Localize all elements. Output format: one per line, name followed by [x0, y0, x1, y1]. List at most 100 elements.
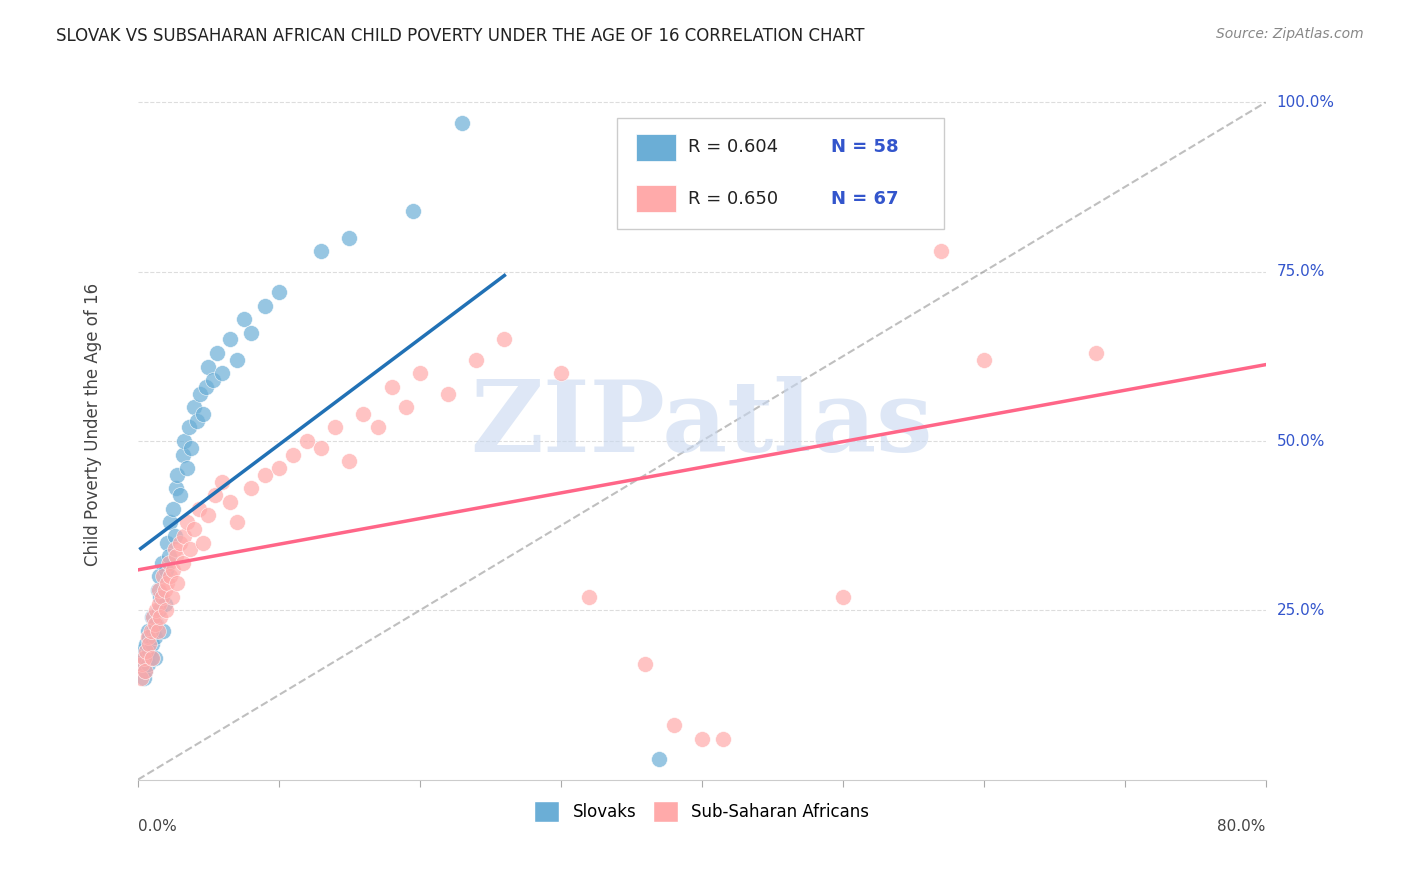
Point — [177, 420, 200, 434]
Point — [163, 529, 186, 543]
Point — [146, 624, 169, 638]
Point — [176, 516, 198, 530]
Point — [132, 650, 155, 665]
Point — [931, 244, 953, 259]
Point — [148, 582, 170, 597]
Text: 100.0%: 100.0% — [1277, 95, 1334, 110]
Point — [183, 522, 205, 536]
Point — [648, 752, 671, 766]
Text: SLOVAK VS SUBSAHARAN AFRICAN CHILD POVERTY UNDER THE AGE OF 16 CORRELATION CHART: SLOVAK VS SUBSAHARAN AFRICAN CHILD POVER… — [56, 27, 865, 45]
Point — [239, 482, 262, 496]
Point — [172, 556, 194, 570]
Point — [180, 441, 202, 455]
Point — [225, 516, 247, 530]
Text: Child Poverty Under the Age of 16: Child Poverty Under the Age of 16 — [84, 283, 101, 566]
Text: Source: ZipAtlas.com: Source: ZipAtlas.com — [1216, 27, 1364, 41]
Point — [550, 366, 572, 380]
Point — [173, 529, 195, 543]
Point — [381, 380, 404, 394]
Point — [132, 671, 155, 685]
Point — [129, 671, 152, 685]
Point — [197, 359, 219, 374]
Point — [156, 535, 179, 549]
Point — [172, 448, 194, 462]
Point — [179, 542, 201, 557]
Text: 80.0%: 80.0% — [1218, 819, 1265, 834]
Point — [143, 616, 166, 631]
Point — [218, 333, 240, 347]
Text: 25.0%: 25.0% — [1277, 603, 1324, 618]
Point — [152, 624, 174, 638]
Point — [134, 665, 156, 679]
Point — [146, 582, 169, 597]
Point — [131, 644, 153, 658]
Point — [194, 380, 217, 394]
Point — [142, 610, 165, 624]
Point — [160, 590, 183, 604]
Point — [136, 624, 159, 638]
Point — [156, 576, 179, 591]
Point — [148, 597, 170, 611]
Point — [129, 657, 152, 672]
Point — [309, 244, 332, 259]
Point — [165, 549, 187, 563]
Point — [136, 657, 159, 672]
Point — [634, 657, 657, 672]
Point — [437, 386, 460, 401]
Point — [201, 373, 224, 387]
Point — [145, 616, 167, 631]
FancyBboxPatch shape — [637, 134, 676, 161]
Point — [267, 285, 290, 299]
Point — [225, 352, 247, 367]
Point — [690, 731, 713, 746]
Point — [166, 467, 188, 482]
Point — [150, 590, 173, 604]
Point — [309, 441, 332, 455]
Point — [205, 346, 228, 360]
Point — [139, 650, 162, 665]
Point — [136, 631, 159, 645]
Point — [253, 467, 276, 482]
Point — [191, 407, 214, 421]
Point — [166, 576, 188, 591]
Point — [138, 637, 160, 651]
Point — [131, 657, 153, 672]
Point — [150, 556, 173, 570]
Point — [323, 420, 346, 434]
Point — [155, 603, 177, 617]
Point — [155, 563, 177, 577]
Point — [183, 400, 205, 414]
Point — [831, 590, 853, 604]
Point — [157, 556, 180, 570]
Point — [232, 312, 254, 326]
Point — [211, 475, 233, 489]
Point — [152, 569, 174, 583]
Point — [281, 448, 304, 462]
Point — [142, 624, 165, 638]
Point — [187, 501, 209, 516]
Point — [239, 326, 262, 340]
Point — [662, 718, 685, 732]
Point — [139, 624, 162, 638]
Point — [451, 116, 474, 130]
Text: 75.0%: 75.0% — [1277, 264, 1324, 279]
Point — [138, 644, 160, 658]
Point — [218, 495, 240, 509]
Point — [157, 549, 180, 563]
Point — [148, 569, 170, 583]
Text: N = 58: N = 58 — [831, 138, 898, 156]
Point — [191, 535, 214, 549]
Point — [465, 352, 488, 367]
Point — [211, 366, 233, 380]
Point — [402, 203, 425, 218]
Point — [176, 461, 198, 475]
Point — [186, 414, 208, 428]
Point — [138, 631, 160, 645]
Point — [337, 231, 360, 245]
Point — [711, 731, 734, 746]
Point — [162, 501, 184, 516]
Point — [149, 590, 172, 604]
Point — [134, 650, 156, 665]
Point — [395, 400, 418, 414]
Point — [295, 434, 318, 448]
